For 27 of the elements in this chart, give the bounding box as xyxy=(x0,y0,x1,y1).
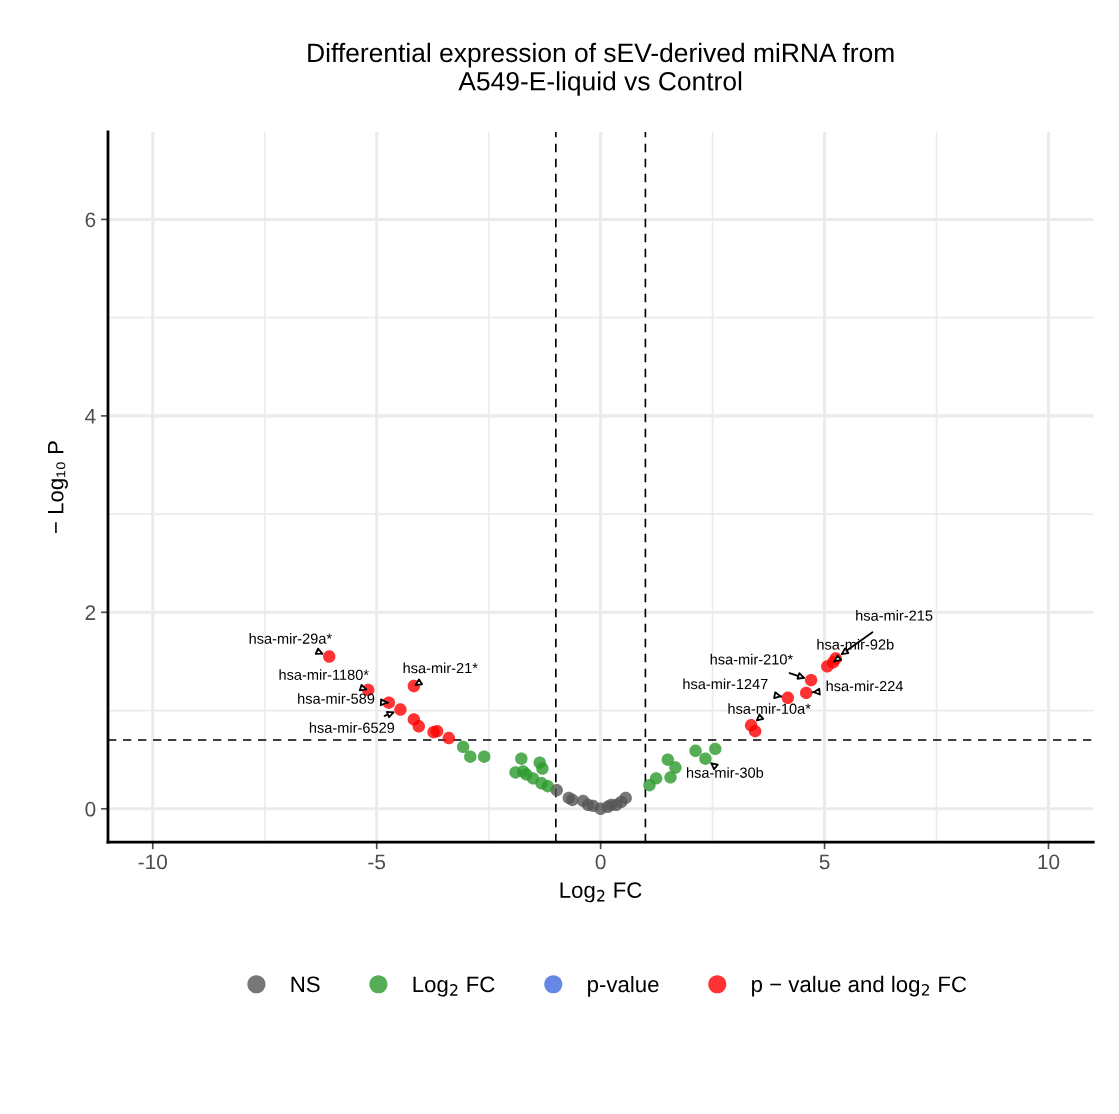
annotation: hsa-mir-589 xyxy=(298,693,375,704)
annotation: hsa-mir-29a* xyxy=(249,633,332,644)
legend-label: Log$_{2}$ FC xyxy=(413,976,495,997)
x-tick-label: -5 xyxy=(368,854,386,870)
x-tick-label: 10 xyxy=(1038,854,1060,870)
annotation: hsa-mir-224 xyxy=(826,680,903,692)
x-tick-label: -10 xyxy=(138,854,168,870)
annotation: hsa-mir-30b xyxy=(686,767,764,778)
annotation: hsa-mir-1180* xyxy=(279,669,369,680)
y-tick-label: 4 xyxy=(85,409,96,424)
annotation: hsa-mir-215 xyxy=(856,610,933,621)
annotation: hsa-mir-210* xyxy=(710,653,793,665)
legend-label: NS xyxy=(291,976,320,993)
legend-label: p-value xyxy=(588,975,659,997)
annotation: hsa-mir-10a* xyxy=(728,703,811,714)
y-tick-label: 2 xyxy=(85,605,96,620)
y-axis-title: − Log₁₀ P xyxy=(48,441,68,533)
chart-title: Differential expression of sEV-derived miRNA from A549-E-liquid vs Control xyxy=(308,42,894,96)
x-tick-label: 0 xyxy=(595,854,606,870)
y-tick-label: 6 xyxy=(85,212,96,228)
annotation: hsa-mir-21* xyxy=(403,662,478,674)
legend-label: p − value and log$_{2}$ FC xyxy=(752,975,967,997)
x-axis-title: Log$_{2}$ FC xyxy=(560,882,642,903)
x-tick-label: 5 xyxy=(819,854,830,870)
annotation: hsa-mir-1247 xyxy=(683,678,768,690)
annotation: hsa-mir-6529 xyxy=(309,722,395,733)
y-tick-label: 0 xyxy=(85,801,96,817)
